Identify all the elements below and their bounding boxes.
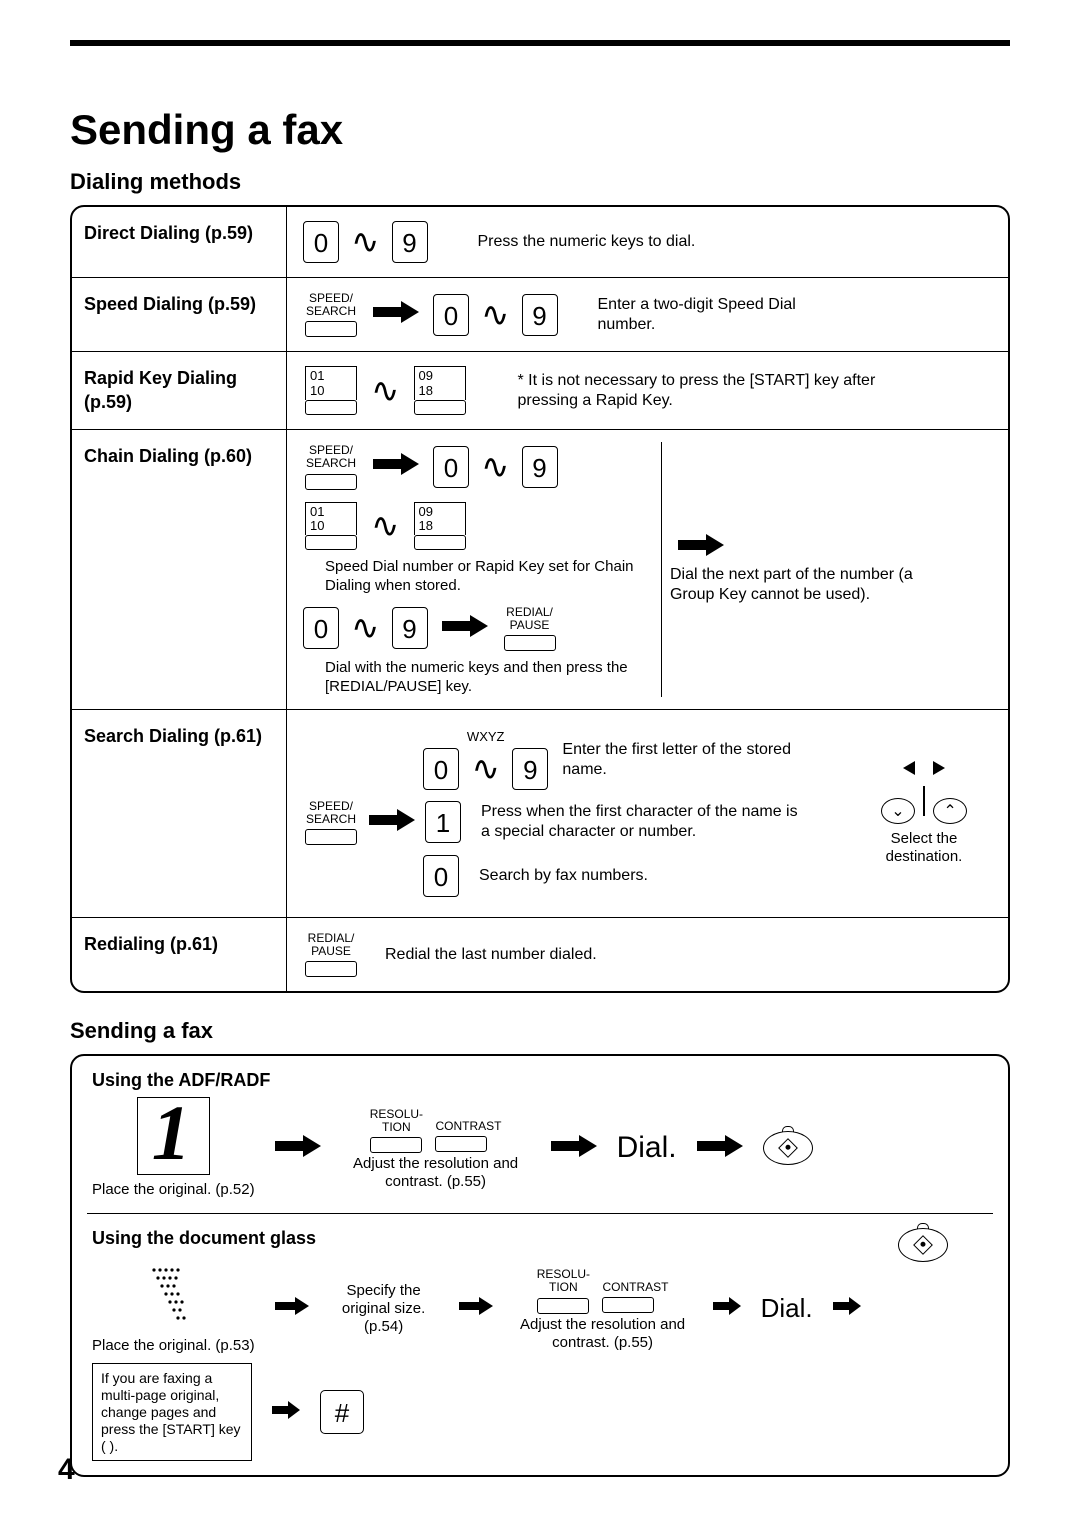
key-9: 9 — [392, 221, 428, 263]
arrow-right-icon — [678, 534, 724, 561]
multipage-info: If you are faxing a multi-page original,… — [92, 1363, 252, 1461]
rapid-key-label: Rapid Key Dialing (p.59) — [72, 352, 287, 429]
key-9: 9 — [392, 607, 428, 649]
rapid-key-09-18: 0918 — [414, 366, 466, 415]
dialing-methods-heading: Dialing methods — [70, 169, 1010, 195]
tilde-icon: ∿ — [371, 506, 400, 546]
row-search-dialing: Search Dialing (p.61) WXYZ 0 ∿ 9 — [72, 710, 1008, 918]
chain-caption-2: Dial with the numeric keys and then pres… — [325, 659, 643, 697]
dial-label-2: Dial. — [761, 1293, 813, 1324]
glass-place-original: Place the original. (p.53) — [92, 1337, 255, 1355]
key-0: 0 — [433, 294, 469, 336]
nav-caption: Select the destination. — [854, 830, 994, 866]
rapid-key-01-10: 0110 — [305, 366, 357, 415]
chain-caption-1: Speed Dial number or Rapid Key set for C… — [325, 558, 643, 596]
speed-dialing-label: Speed Dialing (p.59) — [72, 278, 287, 351]
resolution-key: RESOLU-TION — [537, 1268, 590, 1313]
tilde-icon: ∿ — [471, 749, 500, 789]
page-number: 4 — [58, 1453, 75, 1487]
divider — [87, 1213, 993, 1214]
arrow-right-icon — [275, 1297, 309, 1320]
specify-size: Specify the original size. (p.54) — [329, 1282, 439, 1336]
arrow-right-icon — [272, 1401, 300, 1424]
redial-pause-key: REDIAL/PAUSE — [305, 932, 357, 977]
dialing-methods-table: Direct Dialing (p.59) 0 ∿ 9 Press the nu… — [70, 205, 1010, 993]
key-9: 9 — [522, 294, 558, 336]
adf-title: Using the ADF/RADF — [92, 1070, 988, 1091]
rapid-key-desc: * It is not necessary to press the [STAR… — [518, 371, 918, 411]
search-desc-3: Search by fax numbers. — [479, 866, 648, 886]
arrow-right-icon — [373, 301, 419, 328]
arrow-right-icon — [833, 1297, 861, 1320]
direct-dialing-desc: Press the numeric keys to dial. — [478, 232, 696, 252]
key-1: 1 — [425, 801, 461, 843]
arrow-right-icon — [551, 1135, 597, 1162]
row-direct-dialing: Direct Dialing (p.59) 0 ∿ 9 Press the nu… — [72, 207, 1008, 278]
glass-title: Using the document glass — [92, 1228, 898, 1249]
row-speed-dialing: Speed Dialing (p.59) SPEED/SEARCH 0 ∿ 9 … — [72, 278, 1008, 352]
key-0: 0 — [433, 446, 469, 488]
arrow-right-icon — [275, 1135, 321, 1162]
tilde-icon: ∿ — [351, 222, 380, 262]
row-redialing: Redialing (p.61) REDIAL/PAUSE Redial the… — [72, 918, 1008, 991]
key-0: 0 — [423, 855, 459, 897]
nav-buttons — [903, 761, 945, 775]
dial-label: Dial. — [617, 1131, 677, 1165]
row-chain-dialing: Chain Dialing (p.60) SPEED/SEARCH 0 — [72, 430, 1008, 709]
start-key-icon — [763, 1131, 813, 1165]
contrast-key: CONTRAST — [435, 1108, 501, 1152]
start-key-icon — [898, 1228, 948, 1262]
wxyz-label: WXYZ — [467, 729, 505, 744]
down-button: ⌄ — [881, 798, 915, 824]
search-dialing-label: Search Dialing (p.61) — [72, 710, 287, 917]
chain-next-desc: Dial the next part of the number (a Grou… — [670, 565, 930, 605]
row-rapid-key-dialing: Rapid Key Dialing (p.59) 0110 ∿ 0918 * I… — [72, 352, 1008, 430]
rapid-key-09-18: 0918 — [414, 502, 466, 551]
key-0: 0 — [423, 748, 459, 790]
redialing-label: Redialing (p.61) — [72, 918, 287, 991]
top-rule — [70, 40, 1010, 46]
tilde-icon: ∿ — [481, 295, 510, 335]
arrow-right-icon — [459, 1297, 493, 1320]
redial-pause-key: REDIAL/PAUSE — [504, 606, 556, 651]
redialing-desc: Redial the last number dialed. — [385, 945, 597, 965]
tilde-icon: ∿ — [371, 371, 400, 411]
speed-search-key: SPEED/SEARCH — [305, 444, 357, 489]
adjust-caption: Adjust the resolution and contrast. (p.5… — [341, 1155, 531, 1191]
arrow-right-icon — [373, 453, 419, 480]
adjust-caption-2: Adjust the resolution and contrast. (p.5… — [513, 1316, 693, 1352]
sending-fax-panel: Using the ADF/RADF 1 Place the original.… — [70, 1054, 1010, 1477]
rapid-key-01-10: 0110 — [305, 502, 357, 551]
tilde-icon: ∿ — [481, 447, 510, 487]
speed-search-key: SPEED/SEARCH — [305, 800, 357, 845]
triangle-right-icon — [933, 761, 945, 775]
step-1-icon: 1 — [137, 1097, 210, 1175]
arrow-right-icon — [713, 1297, 741, 1320]
search-desc-2: Press when the first character of the na… — [481, 802, 801, 842]
document-glass-icon — [144, 1262, 202, 1332]
adf-place-original: Place the original. (p.52) — [92, 1181, 255, 1199]
key-9: 9 — [512, 748, 548, 790]
direct-dialing-label: Direct Dialing (p.59) — [72, 207, 287, 277]
tilde-icon: ∿ — [351, 608, 380, 648]
arrow-right-icon — [369, 809, 415, 836]
resolution-key: RESOLU-TION — [370, 1108, 423, 1153]
arrow-right-icon — [697, 1135, 743, 1162]
key-0: 0 — [303, 607, 339, 649]
key-9: 9 — [522, 446, 558, 488]
sending-fax-heading: Sending a fax — [70, 1018, 1010, 1044]
contrast-key: CONTRAST — [602, 1269, 668, 1313]
hash-key: # — [320, 1390, 364, 1434]
page-title: Sending a fax — [70, 106, 1010, 154]
chain-dialing-label: Chain Dialing (p.60) — [72, 430, 287, 708]
key-0: 0 — [303, 221, 339, 263]
up-button: ⌃ — [933, 798, 967, 824]
search-desc-1: Enter the first letter of the stored nam… — [562, 740, 792, 780]
speed-search-key: SPEED/SEARCH — [305, 292, 357, 337]
speed-dialing-desc: Enter a two-digit Speed Dial number. — [598, 295, 818, 335]
arrow-right-icon — [442, 615, 488, 642]
triangle-left-icon — [903, 761, 915, 775]
